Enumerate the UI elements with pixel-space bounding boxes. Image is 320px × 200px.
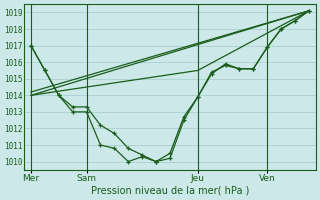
X-axis label: Pression niveau de la mer( hPa ): Pression niveau de la mer( hPa ) [91, 186, 249, 196]
